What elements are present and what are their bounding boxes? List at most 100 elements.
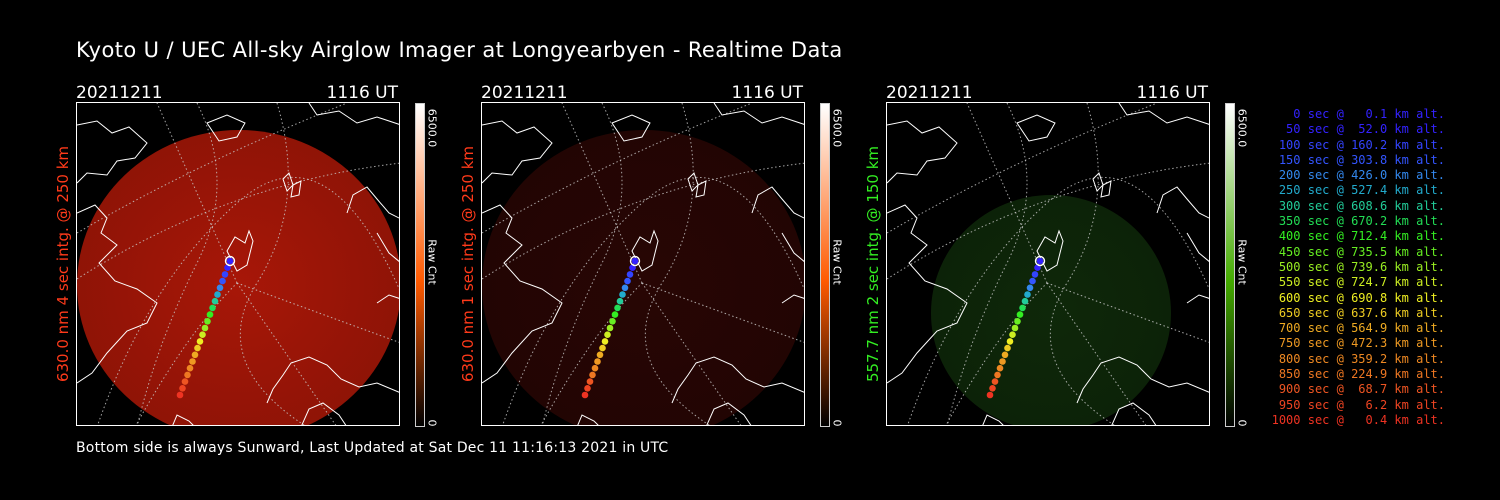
panel-1-time: 1116 UT xyxy=(326,83,399,103)
panel-1-colorbar xyxy=(415,103,425,427)
launch-site-marker xyxy=(1034,255,1046,267)
trajectory-point xyxy=(1029,277,1036,285)
trajectory-point xyxy=(589,371,596,379)
panel-2-side-label: 630.0 nm 1 sec intg. @ 250 km xyxy=(459,145,477,383)
launch-site-marker xyxy=(629,255,641,267)
grid-line xyxy=(1046,282,1147,425)
trajectory-point xyxy=(219,277,226,285)
coastline xyxy=(172,414,194,425)
legend-row: 500 sec @ 739.6 km alt. xyxy=(1278,259,1445,274)
trajectory-point xyxy=(1011,324,1019,332)
panel-1-colorbar-label: Raw Cnt xyxy=(425,239,439,285)
coastline xyxy=(1016,114,1056,142)
trajectory-point xyxy=(609,318,616,325)
coastline xyxy=(631,229,659,272)
trajectory-point xyxy=(186,364,194,372)
trajectory-point xyxy=(606,324,614,332)
trajectory-point xyxy=(624,277,631,285)
panel-2-time: 1116 UT xyxy=(731,83,804,103)
legend-row: 150 sec @ 303.8 km alt. xyxy=(1278,152,1445,167)
trajectory-point xyxy=(1031,271,1039,278)
trajectory-point xyxy=(179,385,186,392)
trajectory-point xyxy=(994,371,1001,379)
coastline xyxy=(290,180,302,198)
trajectory-point xyxy=(996,364,1004,372)
coastline xyxy=(308,103,399,125)
grid-line xyxy=(482,103,753,234)
trajectory-point xyxy=(221,271,229,278)
legend-row: 450 sec @ 735.5 km alt. xyxy=(1278,244,1445,259)
panel-2-colorbar-label: Raw Cnt xyxy=(830,239,844,285)
legend-row: 400 sec @ 712.4 km alt. xyxy=(1278,229,1445,244)
trajectory-point xyxy=(1021,297,1029,305)
grid-line xyxy=(1049,103,1115,425)
coastline xyxy=(376,294,399,304)
grid-line xyxy=(887,103,1158,234)
grid-line xyxy=(540,282,643,425)
trajectory-point xyxy=(1024,291,1031,298)
trajectory-point xyxy=(181,378,189,385)
trajectory-point xyxy=(599,344,606,352)
trajectory-point xyxy=(214,291,221,298)
trajectory-point xyxy=(1016,311,1024,318)
trajectory-point xyxy=(614,304,621,312)
coastline xyxy=(266,356,399,404)
panel-1-side-label: 630.0 nm 4 sec intg. @ 250 km xyxy=(54,145,72,383)
panel-2-date: 20211211 xyxy=(481,83,568,103)
panel-3-colorbar-label: Raw Cnt xyxy=(1235,239,1249,285)
panel-3-side-label: 557.7 nm 2 sec intg. @ 150 km xyxy=(864,145,882,383)
coastline xyxy=(982,414,1004,425)
trajectory-point xyxy=(211,297,219,305)
trajectory-point xyxy=(586,378,594,385)
legend-row: 200 sec @ 426.0 km alt. xyxy=(1278,168,1445,183)
coastline xyxy=(77,204,158,384)
panel-2-colorbar-max: 6500.0 xyxy=(830,108,844,148)
grid-line xyxy=(77,162,399,280)
launch-site-marker xyxy=(224,255,236,267)
grid-line xyxy=(561,103,643,284)
panel-1-image xyxy=(76,102,400,426)
trajectory-point xyxy=(999,358,1006,365)
coastline xyxy=(751,186,804,219)
trajectory-point xyxy=(611,311,619,318)
trajectory-point xyxy=(1009,331,1016,338)
trajectory-point xyxy=(621,284,629,292)
legend-row: 800 sec @ 359.2 km alt. xyxy=(1278,351,1445,366)
trajectory-point xyxy=(991,378,999,385)
trajectory-point xyxy=(989,385,996,392)
grid-line xyxy=(641,282,804,343)
grid-line xyxy=(482,162,804,280)
trajectory-point xyxy=(1006,338,1014,345)
trajectory-point xyxy=(176,391,184,399)
panel-1-colorbar-max: 6500.0 xyxy=(425,108,439,148)
coastline xyxy=(376,232,399,262)
trajectory-point xyxy=(196,338,204,345)
grid-line xyxy=(641,282,742,425)
trajectory-point xyxy=(226,257,234,265)
trajectory-point xyxy=(631,257,639,265)
coastline xyxy=(671,356,804,404)
coastline xyxy=(1076,356,1209,404)
trajectory-point xyxy=(1019,304,1026,312)
coastline xyxy=(482,120,553,184)
coastline xyxy=(1100,180,1112,198)
panel-2-image xyxy=(481,102,805,426)
trajectory-point xyxy=(1036,257,1044,265)
legend-row: 50 sec @ 52.0 km alt. xyxy=(1286,122,1445,137)
panel-1-date: 20211211 xyxy=(76,83,163,103)
grid-line xyxy=(77,103,348,234)
coastline xyxy=(611,114,651,142)
airglow-image xyxy=(931,195,1171,425)
page-title: Kyoto U / UEC All-sky Airglow Imager at … xyxy=(76,38,843,62)
legend-row: 550 sec @ 724.7 km alt. xyxy=(1278,275,1445,290)
trajectory-point xyxy=(204,318,211,325)
grid-line xyxy=(135,282,238,425)
panel-2-colorbar xyxy=(820,103,830,427)
legend-row: 0 sec @ 0.1 km alt. xyxy=(1293,107,1445,121)
trajectory-point xyxy=(1026,284,1034,292)
trajectory-point xyxy=(986,391,994,399)
coastline xyxy=(226,229,254,272)
all-sky-map xyxy=(482,103,804,425)
trajectory-point xyxy=(1004,344,1011,352)
